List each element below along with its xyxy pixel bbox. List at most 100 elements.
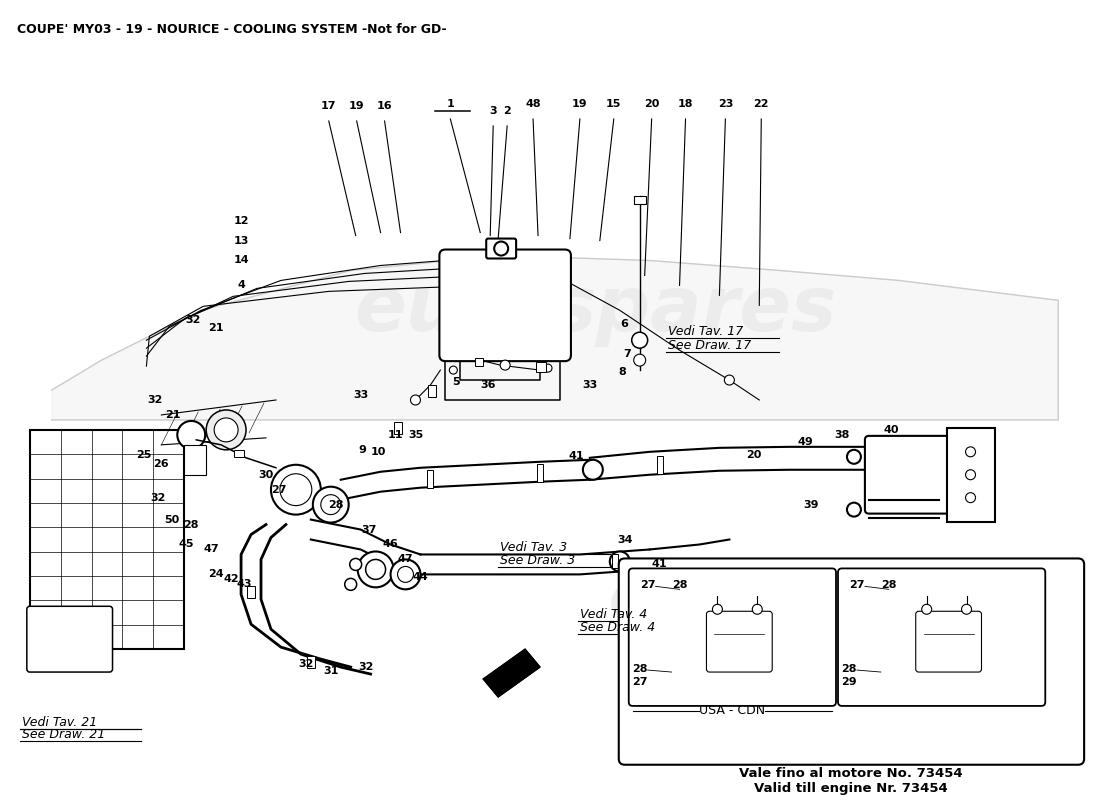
Circle shape (847, 502, 861, 517)
Text: 27: 27 (640, 580, 656, 590)
FancyBboxPatch shape (26, 606, 112, 672)
Circle shape (966, 470, 976, 480)
Text: 40: 40 (883, 425, 899, 435)
Text: 28: 28 (328, 500, 343, 510)
FancyBboxPatch shape (838, 569, 1045, 706)
Text: 23: 23 (717, 99, 733, 109)
Circle shape (177, 421, 206, 449)
Text: 24: 24 (208, 570, 224, 579)
Bar (634, 196, 646, 204)
Text: 22: 22 (754, 99, 769, 109)
Circle shape (725, 375, 735, 385)
Text: See Draw. 4: See Draw. 4 (580, 621, 656, 634)
Circle shape (713, 604, 723, 614)
Text: 20: 20 (747, 450, 762, 460)
Text: 44: 44 (412, 572, 428, 582)
Text: 30: 30 (258, 470, 274, 480)
Circle shape (961, 604, 971, 614)
Circle shape (494, 242, 508, 255)
Circle shape (500, 360, 510, 370)
Text: 28: 28 (184, 519, 199, 530)
Text: 21: 21 (166, 410, 182, 420)
Text: 25: 25 (135, 450, 151, 460)
Text: 16: 16 (377, 101, 393, 111)
Circle shape (358, 551, 394, 587)
Circle shape (312, 486, 349, 522)
Bar (537, 464, 543, 482)
Text: 43: 43 (236, 579, 252, 590)
FancyBboxPatch shape (947, 428, 996, 522)
Bar (234, 450, 244, 457)
Text: 41: 41 (568, 451, 584, 461)
Text: Vedi Tav. 17: Vedi Tav. 17 (668, 326, 742, 338)
Text: 27: 27 (849, 580, 865, 590)
Circle shape (752, 604, 762, 614)
Circle shape (450, 366, 458, 374)
Text: 39: 39 (803, 500, 818, 510)
Circle shape (966, 493, 976, 502)
Text: Vedi Tav. 4: Vedi Tav. 4 (580, 608, 647, 622)
Text: Vale fino al motore No. 73454: Vale fino al motore No. 73454 (739, 767, 962, 780)
Text: 1: 1 (447, 99, 454, 109)
Circle shape (214, 418, 238, 442)
Text: 13: 13 (233, 235, 249, 246)
Text: 12: 12 (233, 216, 249, 226)
Text: 14: 14 (233, 255, 249, 266)
Text: spares: spares (759, 571, 978, 628)
Text: 27: 27 (631, 677, 648, 687)
Text: See Draw. 17: See Draw. 17 (668, 339, 751, 352)
Bar (307, 656, 315, 668)
Text: Vedi Tav. 21: Vedi Tav. 21 (22, 716, 97, 729)
Circle shape (410, 395, 420, 405)
Text: 3: 3 (490, 106, 497, 116)
Text: 7: 7 (623, 349, 630, 359)
Text: 32: 32 (151, 493, 166, 502)
Circle shape (350, 558, 362, 570)
FancyBboxPatch shape (629, 569, 836, 706)
Text: 8: 8 (619, 367, 627, 377)
Text: 6: 6 (619, 319, 628, 330)
Text: 49: 49 (798, 437, 813, 447)
Circle shape (609, 551, 629, 571)
Polygon shape (52, 255, 1058, 420)
Text: Vedi Tav. 3: Vedi Tav. 3 (500, 542, 568, 554)
Text: euro: euro (609, 571, 759, 628)
Text: 33: 33 (353, 390, 369, 400)
Text: 4: 4 (238, 280, 245, 290)
Text: 26: 26 (154, 458, 169, 469)
Text: 5: 5 (452, 377, 460, 387)
Circle shape (966, 447, 976, 457)
Text: 32: 32 (358, 662, 373, 672)
Text: 21: 21 (208, 323, 224, 334)
Text: 29: 29 (842, 677, 857, 687)
Text: 46: 46 (383, 539, 398, 550)
FancyBboxPatch shape (865, 436, 953, 514)
Text: 19: 19 (349, 101, 364, 111)
Circle shape (206, 410, 246, 450)
Text: 18: 18 (678, 99, 693, 109)
Text: 15: 15 (606, 99, 621, 109)
Circle shape (271, 465, 321, 514)
Circle shape (634, 354, 646, 366)
Text: 20: 20 (644, 99, 659, 109)
Circle shape (922, 604, 932, 614)
Text: 10: 10 (371, 447, 386, 457)
FancyBboxPatch shape (486, 238, 516, 258)
Text: 31: 31 (323, 666, 339, 676)
Bar (428, 470, 433, 488)
Bar (30, 430, 185, 649)
Bar (612, 554, 618, 569)
Text: COUPE' MY03 - 19 - NOURICE - COOLING SYSTEM -Not for GD-: COUPE' MY03 - 19 - NOURICE - COOLING SYS… (16, 23, 447, 36)
Bar (428, 385, 437, 397)
Text: 28: 28 (672, 580, 688, 590)
Text: 38: 38 (834, 430, 849, 440)
FancyBboxPatch shape (439, 250, 571, 361)
Circle shape (279, 474, 311, 506)
Text: 41: 41 (652, 559, 668, 570)
Text: 28: 28 (881, 580, 896, 590)
Text: 32: 32 (186, 315, 201, 326)
Text: 2: 2 (504, 106, 512, 116)
Text: 27: 27 (272, 485, 287, 494)
Text: 37: 37 (361, 525, 376, 534)
Text: spares: spares (550, 274, 836, 347)
